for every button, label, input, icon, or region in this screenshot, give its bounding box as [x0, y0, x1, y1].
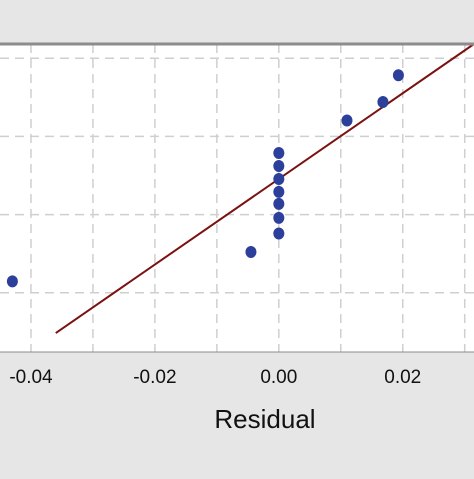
data-point: [273, 197, 285, 210]
data-point: [377, 96, 389, 109]
plot-area: [0, 44, 474, 352]
data-point: [392, 69, 404, 82]
x-tick-label: -0.02: [133, 367, 176, 388]
data-point: [273, 211, 285, 224]
data-point: [245, 246, 257, 259]
data-point: [273, 185, 285, 198]
x-tick-label: 0.02: [384, 367, 421, 388]
x-axis-label: Residual: [214, 404, 315, 434]
x-tick-label: -0.04: [9, 367, 53, 388]
data-point: [341, 114, 353, 127]
x-tick-labels: -0.04 -0.02 0.00 0.02: [9, 367, 421, 388]
data-points: [6, 69, 404, 288]
data-point: [273, 146, 285, 159]
fit-line: [55, 43, 474, 334]
data-point: [273, 160, 285, 173]
x-tick-label: 0.00: [260, 367, 297, 388]
gridlines: [0, 44, 474, 352]
data-point: [6, 275, 18, 288]
data-point: [273, 173, 285, 186]
data-point: [273, 227, 285, 240]
